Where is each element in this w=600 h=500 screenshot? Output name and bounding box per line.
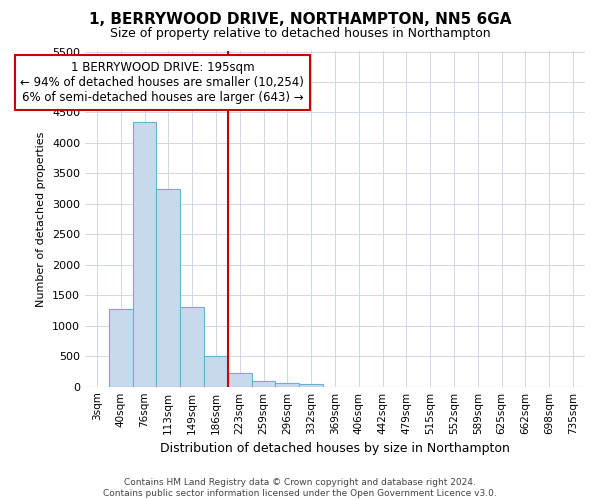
- Bar: [228, 372, 251, 386]
- Text: 1 BERRYWOOD DRIVE: 195sqm
← 94% of detached houses are smaller (10,254)
6% of se: 1 BERRYWOOD DRIVE: 195sqm ← 94% of detac…: [20, 60, 304, 104]
- Bar: [204, 356, 228, 386]
- Bar: [157, 188, 180, 386]
- Text: 1, BERRYWOOD DRIVE, NORTHAMPTON, NN5 6GA: 1, BERRYWOOD DRIVE, NORTHAMPTON, NN5 6GA: [89, 12, 511, 28]
- Bar: [275, 383, 299, 386]
- Text: Size of property relative to detached houses in Northampton: Size of property relative to detached ho…: [110, 28, 490, 40]
- Bar: [299, 384, 323, 386]
- Bar: [109, 310, 133, 386]
- Y-axis label: Number of detached properties: Number of detached properties: [37, 132, 46, 307]
- Text: Contains HM Land Registry data © Crown copyright and database right 2024.
Contai: Contains HM Land Registry data © Crown c…: [103, 478, 497, 498]
- Bar: [133, 122, 157, 386]
- Bar: [251, 380, 275, 386]
- Bar: [180, 308, 204, 386]
- X-axis label: Distribution of detached houses by size in Northampton: Distribution of detached houses by size …: [160, 442, 510, 455]
